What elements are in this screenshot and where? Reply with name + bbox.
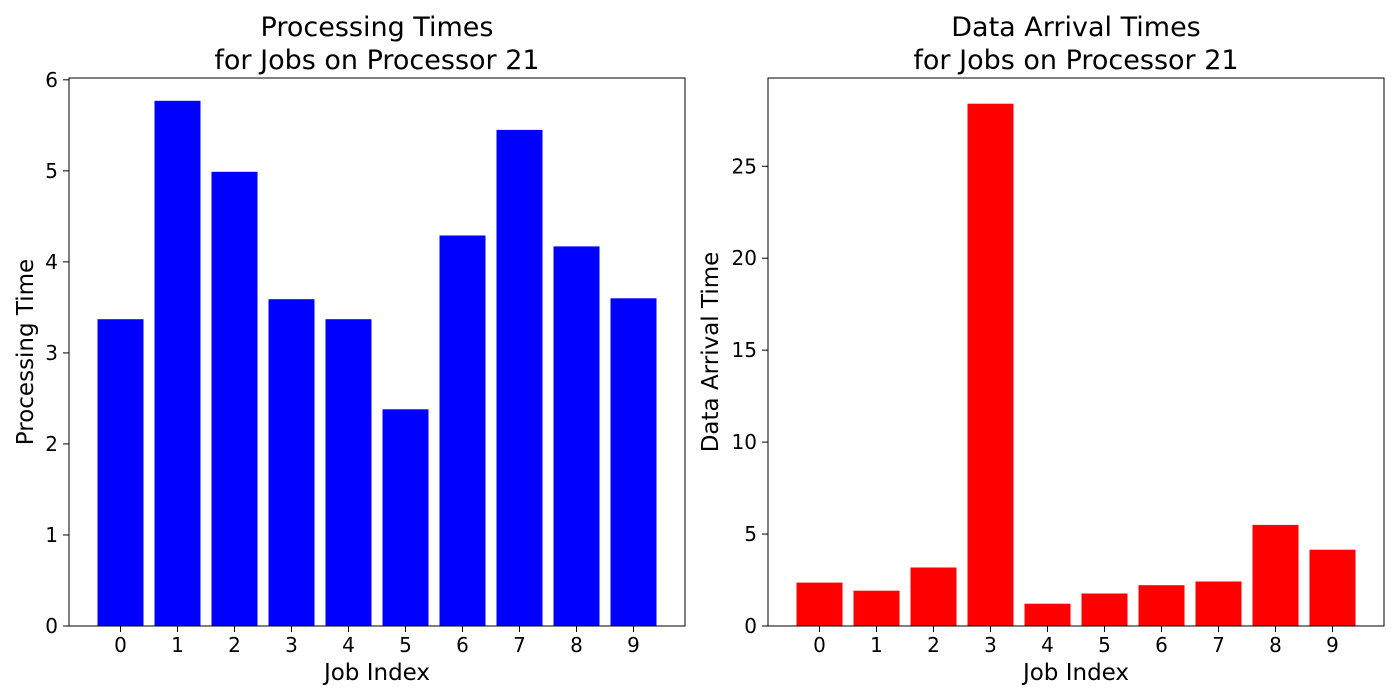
x-tick-label: 3 xyxy=(984,633,997,657)
x-ticks-group: 0 1 2 3 4 5 6 7 8 9 xyxy=(114,626,640,657)
x-tick-label: 3 xyxy=(285,633,298,657)
x-tick-label: 6 xyxy=(456,633,469,657)
plot-frame xyxy=(68,77,686,627)
x-tick-label: 7 xyxy=(1212,633,1225,657)
processing-times-subplot: Processing Times for Jobs on Processor 2… xyxy=(13,12,686,686)
bar xyxy=(1081,593,1128,626)
x-tick-label: 0 xyxy=(813,633,826,657)
bar xyxy=(1195,581,1242,626)
x-tick-label: 2 xyxy=(927,633,940,657)
bar xyxy=(967,103,1014,626)
bar xyxy=(154,100,201,627)
y-ticks-group: 0 1 2 3 4 5 6 xyxy=(45,68,69,638)
x-tick-label: 1 xyxy=(870,633,883,657)
chart-title-line2: for Jobs on Processor 21 xyxy=(214,45,539,76)
y-tick-label: 6 xyxy=(45,68,58,92)
chart-title-line2: for Jobs on Processor 21 xyxy=(913,45,1238,76)
bar xyxy=(325,319,372,626)
bar xyxy=(268,299,315,626)
y-ticks-group: 0 5 10 15 20 25 xyxy=(732,154,768,638)
bar xyxy=(1252,524,1299,626)
data-arrival-times-subplot: Data Arrival Times for Jobs on Processor… xyxy=(698,12,1385,686)
y-axis-label: Processing Time xyxy=(13,259,39,445)
y-tick-label: 5 xyxy=(744,522,757,546)
plot-frame xyxy=(767,77,1385,627)
x-tick-label: 0 xyxy=(114,633,127,657)
x-axis-label: Job Index xyxy=(1021,660,1129,686)
x-tick-label: 5 xyxy=(1098,633,1111,657)
bar xyxy=(1309,549,1356,626)
bar xyxy=(382,409,429,626)
x-tick-label: 4 xyxy=(342,633,355,657)
bar xyxy=(853,590,900,626)
x-tick-label: 8 xyxy=(570,633,583,657)
bar xyxy=(796,582,843,626)
bar xyxy=(910,567,957,626)
y-tick-label: 2 xyxy=(45,432,58,456)
y-tick-label: 0 xyxy=(45,614,58,638)
bar xyxy=(553,246,600,626)
x-tick-label: 9 xyxy=(1326,633,1339,657)
bar xyxy=(1138,585,1185,626)
chart-title-line1: Processing Times xyxy=(261,12,494,43)
x-tick-label: 8 xyxy=(1269,633,1282,657)
y-tick-label: 25 xyxy=(732,154,757,178)
x-tick-label: 4 xyxy=(1041,633,1054,657)
x-tick-label: 6 xyxy=(1155,633,1168,657)
bar xyxy=(496,129,543,626)
x-axis-label: Job Index xyxy=(322,660,430,686)
x-tick-label: 5 xyxy=(399,633,412,657)
y-tick-label: 10 xyxy=(732,430,757,454)
bar xyxy=(211,171,258,627)
x-tick-label: 1 xyxy=(171,633,184,657)
y-tick-label: 15 xyxy=(732,338,757,362)
bar xyxy=(439,235,486,626)
bar xyxy=(97,319,144,626)
bars-group xyxy=(796,103,1356,626)
chart-title-line1: Data Arrival Times xyxy=(951,12,1201,43)
y-tick-label: 5 xyxy=(45,159,58,183)
bars-group xyxy=(97,100,657,627)
y-tick-label: 1 xyxy=(45,523,58,547)
x-tick-label: 7 xyxy=(513,633,526,657)
x-tick-label: 9 xyxy=(627,633,640,657)
y-tick-label: 20 xyxy=(732,246,757,270)
bar xyxy=(610,298,657,626)
x-tick-label: 2 xyxy=(228,633,241,657)
y-tick-label: 0 xyxy=(744,614,757,638)
y-tick-label: 4 xyxy=(45,250,58,274)
bar xyxy=(1024,603,1071,626)
y-tick-label: 3 xyxy=(45,341,58,365)
y-axis-label: Data Arrival Time xyxy=(698,252,724,453)
x-ticks-group: 0 1 2 3 4 5 6 7 8 9 xyxy=(813,626,1339,657)
